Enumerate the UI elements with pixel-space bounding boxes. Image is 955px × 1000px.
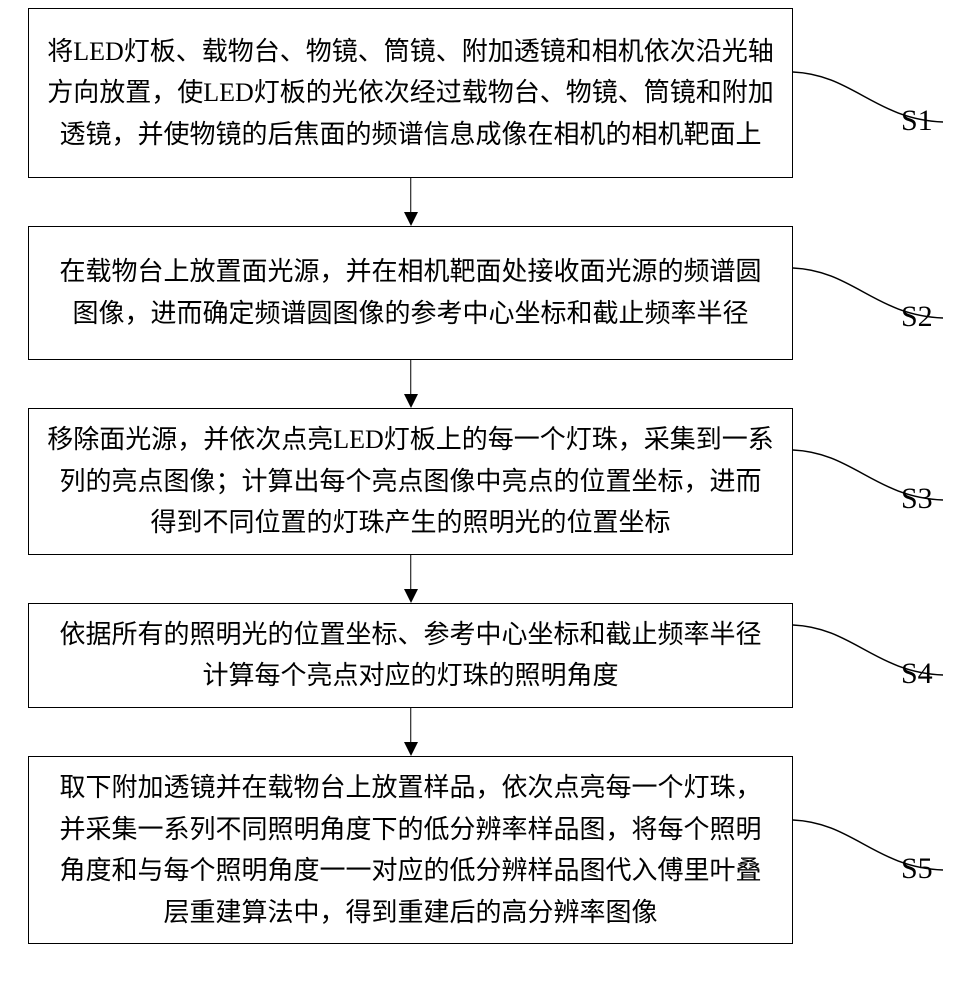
flow-step-label: S3 — [901, 482, 933, 516]
flow-step: 取下附加透镜并在载物台上放置样品，依次点亮每一个灯珠，并采集一系列不同照明角度下… — [0, 756, 955, 944]
flow-step-box: 在载物台上放置面光源，并在相机靶面处接收面光源的频谱圆图像，进而确定频谱圆图像的… — [28, 226, 793, 360]
arrow-head-icon — [404, 212, 418, 226]
flow-step: 移除面光源，并依次点亮LED灯板上的每一个灯珠，采集到一系列的亮点图像；计算出每… — [0, 408, 955, 555]
arrow-head-icon — [404, 742, 418, 756]
flow-step-text: 在载物台上放置面光源，并在相机靶面处接收面光源的频谱圆图像，进而确定频谱圆图像的… — [47, 251, 774, 334]
arrow-head-icon — [404, 394, 418, 408]
flow-arrow — [28, 555, 793, 603]
flow-step-label: S4 — [901, 657, 933, 691]
flow-step-label: S5 — [901, 852, 933, 886]
arrow-shaft — [410, 178, 411, 214]
flow-step-box: 取下附加透镜并在载物台上放置样品，依次点亮每一个灯珠，并采集一系列不同照明角度下… — [28, 756, 793, 944]
flow-step: 在载物台上放置面光源，并在相机靶面处接收面光源的频谱圆图像，进而确定频谱圆图像的… — [0, 226, 955, 360]
flow-step-label: S1 — [901, 104, 933, 138]
flow-arrow — [28, 708, 793, 756]
flow-step-text: 移除面光源，并依次点亮LED灯板上的每一个灯珠，采集到一系列的亮点图像；计算出每… — [47, 419, 774, 544]
flow-step: 将LED灯板、载物台、物镜、筒镜、附加透镜和相机依次沿光轴方向放置，使LED灯板… — [0, 8, 955, 178]
flow-step-box: 移除面光源，并依次点亮LED灯板上的每一个灯珠，采集到一系列的亮点图像；计算出每… — [28, 408, 793, 555]
flow-step-box: 将LED灯板、载物台、物镜、筒镜、附加透镜和相机依次沿光轴方向放置，使LED灯板… — [28, 8, 793, 178]
flow-step-text: 将LED灯板、载物台、物镜、筒镜、附加透镜和相机依次沿光轴方向放置，使LED灯板… — [47, 31, 774, 156]
flow-step-text: 取下附加透镜并在载物台上放置样品，依次点亮每一个灯珠，并采集一系列不同照明角度下… — [47, 767, 774, 933]
flow-step-text: 依据所有的照明光的位置坐标、参考中心坐标和截止频率半径计算每个亮点对应的灯珠的照… — [47, 614, 774, 697]
arrow-shaft — [410, 360, 411, 396]
flow-step: 依据所有的照明光的位置坐标、参考中心坐标和截止频率半径计算每个亮点对应的灯珠的照… — [0, 603, 955, 708]
arrow-shaft — [410, 555, 411, 591]
arrow-shaft — [410, 708, 411, 744]
flowchart-container: 将LED灯板、载物台、物镜、筒镜、附加透镜和相机依次沿光轴方向放置，使LED灯板… — [0, 0, 955, 952]
arrow-head-icon — [404, 589, 418, 603]
flow-arrow — [28, 360, 793, 408]
flow-step-label: S2 — [901, 300, 933, 334]
flow-step-box: 依据所有的照明光的位置坐标、参考中心坐标和截止频率半径计算每个亮点对应的灯珠的照… — [28, 603, 793, 708]
flow-arrow — [28, 178, 793, 226]
